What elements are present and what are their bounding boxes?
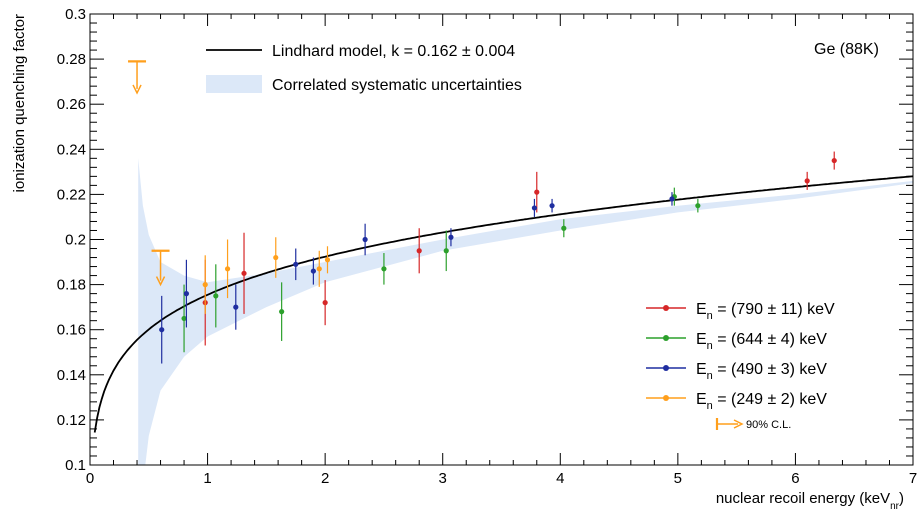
legend-model-label: Lindhard model, k = 0.162 ± 0.004 [272,43,515,60]
data-point [316,266,322,272]
data-point [443,248,449,254]
legend-label-rest: = (644 ± 4) keV [713,331,828,348]
data-point [324,257,331,263]
x-tick-label: 6 [791,470,799,487]
x-axis-title-subscript: nr [890,501,900,512]
y-tick-label: 0.14 [57,367,86,384]
y-tick-label: 0.16 [57,322,86,339]
legend-band-swatch [206,75,262,93]
y-tick-label: 0.18 [57,277,86,294]
y-axis-title: ionization quenching factor [11,14,28,192]
data-point [181,315,187,322]
data-point [233,304,239,310]
x-tick-label: 5 [674,470,682,487]
limit-arrow-head [132,84,142,95]
y-tick-label: 0.2 [65,232,86,249]
legend-label-main: E [696,391,707,408]
legend-entry-0: En = (790 ± 11) keV [646,301,835,322]
data-point [448,234,454,240]
legend-label: En = (490 ± 3) keV [696,361,827,382]
y-tick-label: 0.26 [57,96,86,113]
data-point [669,196,675,202]
legend-label-subscript: n [707,310,713,322]
x-tick-label: 1 [203,470,211,487]
data-point [279,309,285,315]
legend-label-rest: = (790 ± 11) keV [713,301,835,318]
data-point [831,157,837,164]
data-point [202,282,208,288]
legend-band-label: Correlated systematic uncertainties [272,77,522,94]
legend-swatch-marker [663,395,669,401]
x-tick-label: 0 [86,470,94,487]
data-point [804,178,810,184]
series-3 [202,237,331,314]
legend-limit-arrow-head [733,419,744,429]
data-point [159,327,165,333]
data-point [362,236,368,243]
data-point [213,293,219,299]
x-tick-label: 4 [556,470,564,487]
x-axis-title-close: ) [899,490,904,507]
data-point [561,225,567,231]
y-tick-label: 0.12 [57,412,86,429]
chart-annotation: Ge (88K) [814,41,879,58]
data-point [293,261,299,267]
legend-swatch-marker [663,305,669,311]
x-tick-label: 2 [321,470,329,487]
legend-entry-3: En = (249 ± 2) keV [646,391,827,412]
x-axis-title: nuclear recoil energy (keVnr) [716,490,904,512]
x-tick-label: 7 [909,470,917,487]
y-tick-label: 0.24 [57,141,86,158]
lindhard-model-curve [93,175,913,433]
legend-top: Lindhard model, k = 0.162 ± 0.004 Correl… [206,43,522,94]
legend-swatch-marker [663,335,669,341]
data-point [310,268,316,274]
y-tick-label: 0.22 [57,186,86,203]
data-point [534,189,540,195]
legend-label-main: E [696,331,707,348]
legend-label: En = (644 ± 4) keV [696,331,827,352]
legend-label-main: E [696,361,707,378]
legend-label-rest: = (249 ± 2) keV [713,391,828,408]
upper-limits-layer [128,60,170,287]
data-point [549,203,555,209]
y-tick-label: 0.3 [65,6,86,23]
axis-ticks: 0 1 2 3 4 5 6 7 0.1 0.12 0.14 0.16 0.18 0.2 0.22 0.24 0.… [57,6,917,487]
legend-label-subscript: n [707,370,713,382]
legend-label-subscript: n [707,340,713,352]
legend-label-subscript: n [707,400,713,412]
y-tick-label: 0.28 [57,51,86,68]
legend-label: En = (249 ± 2) keV [696,391,827,412]
data-point [183,291,190,297]
upper-limit-1 [151,249,170,287]
series-2 [159,192,675,364]
data-point [273,254,279,261]
legend-entry-1: En = (644 ± 4) keV [646,331,827,352]
x-tick-label: 3 [439,470,447,487]
data-point [224,266,231,272]
y-tick-label: 0.1 [65,457,86,474]
upper-limit-0 [128,60,147,95]
x-axis-title-main: nuclear recoil energy (keV [716,490,890,507]
legend-entry-2: En = (490 ± 3) keV [646,361,827,382]
legend-limit-label: 90% C.L. [746,419,791,431]
limit-arrow-head [155,276,166,287]
legend-label-rest: = (490 ± 3) keV [713,361,828,378]
data-point [241,270,247,276]
data-point [416,248,422,254]
data-point [322,300,328,306]
legend-label: En = (790 ± 11) keV [696,301,835,322]
data-point [531,205,538,211]
legend-label-main: E [696,301,707,318]
data-point [695,203,701,209]
data-points-layer [159,151,837,364]
data-point [381,266,387,272]
model-curve-layer [93,175,913,433]
legend-entry-limit: 90% C.L. [715,418,791,431]
legend-swatch-marker [663,365,669,371]
